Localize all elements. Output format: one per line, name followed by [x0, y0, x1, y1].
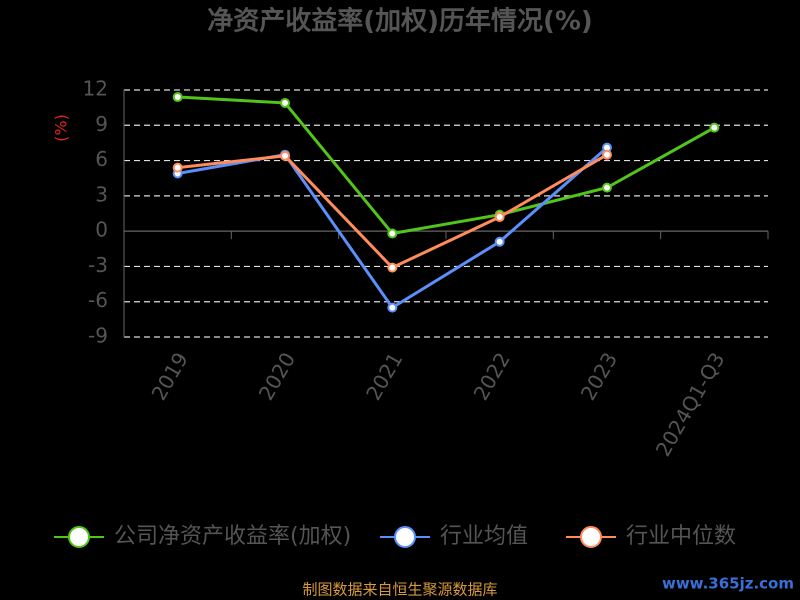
data-point [280, 150, 290, 161]
data-point [387, 228, 398, 239]
y-tick-label: -3 [88, 253, 108, 277]
series-line [177, 153, 608, 270]
y-tick-label: -9 [88, 324, 108, 348]
chart-title: 净资产收益率(加权)历年情况(%) [207, 6, 593, 37]
data-point [602, 182, 612, 193]
x-tick-label: 2019 [147, 348, 193, 404]
y-tick-label: 3 [95, 182, 108, 206]
data-point [387, 302, 398, 313]
x-tick-label: 2024Q1-Q3 [651, 348, 730, 460]
x-tick-label: 2021 [361, 348, 407, 404]
y-tick-label: 12 [83, 77, 108, 101]
legend-marker [68, 526, 90, 548]
y-tick-label: 0 [95, 218, 108, 242]
legend-label: 行业中位数 [626, 524, 736, 549]
data-point [280, 97, 290, 108]
x-tick-label: 2023 [576, 348, 622, 404]
y-tick-label: 6 [95, 147, 108, 171]
x-tick-label: 2020 [254, 348, 300, 404]
legend-label: 公司净资产收益率(加权) [114, 524, 351, 549]
data-point [709, 122, 720, 133]
y-tick-label: -6 [88, 288, 108, 312]
data-point [602, 149, 612, 160]
source-note: 制图数据来自恒生聚源数据库 [302, 581, 497, 599]
data-point [494, 236, 505, 247]
y-tick-label: 9 [95, 112, 108, 136]
series-line [177, 95, 716, 236]
y-axis-label: (%) [52, 114, 71, 142]
series-line [177, 146, 608, 310]
legend-label: 行业均值 [440, 524, 528, 549]
watermark: www.365jz.com [662, 575, 794, 593]
legend-marker [394, 526, 416, 548]
x-tick-label: 2022 [469, 348, 515, 404]
data-point [172, 92, 183, 103]
data-point [172, 162, 183, 173]
data-point [494, 212, 505, 223]
legend-marker [580, 526, 602, 548]
data-point [387, 262, 398, 273]
